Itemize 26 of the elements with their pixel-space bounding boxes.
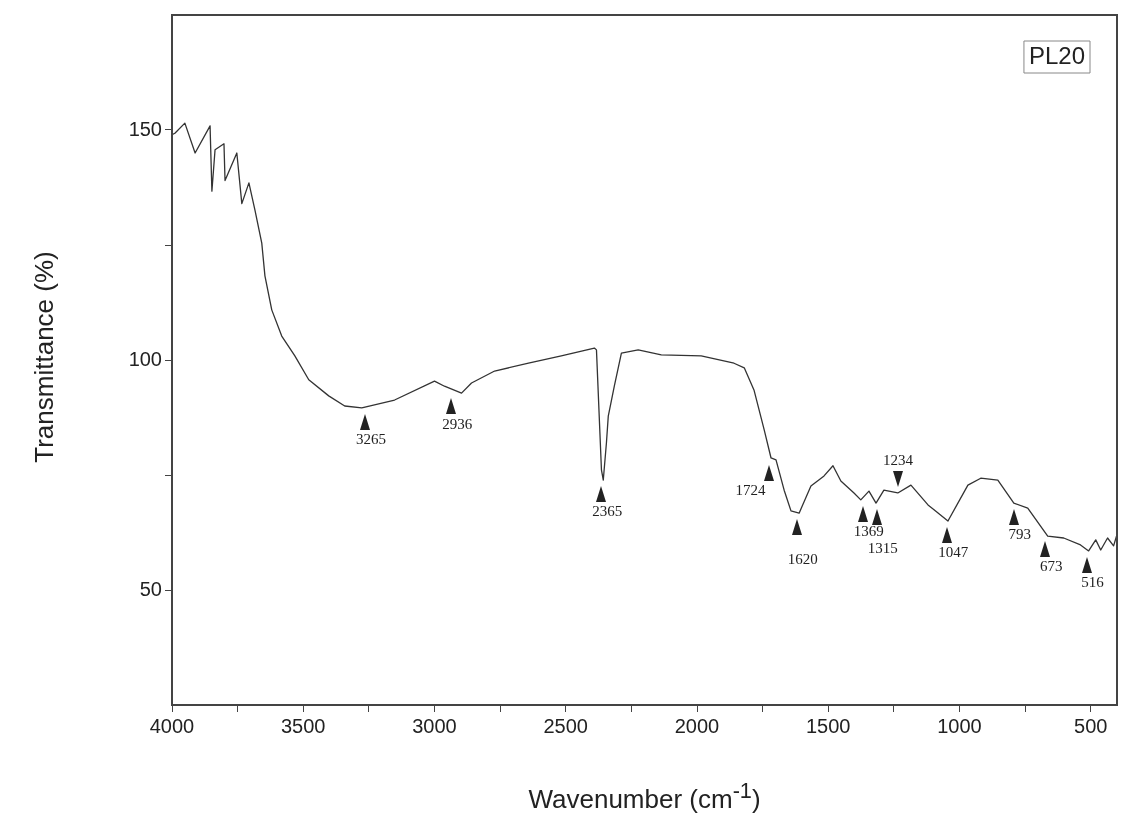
y-tick-label: 50 — [139, 577, 162, 600]
x-tick-label: 1500 — [806, 714, 851, 737]
annotation: 1315 — [867, 540, 898, 557]
annotation: 2936 — [442, 415, 473, 432]
annotation: 673 — [1040, 558, 1063, 575]
annotation: 1620 — [787, 550, 818, 567]
annotation: 516 — [1081, 574, 1105, 591]
y-axis-title: Transmittance (%) — [28, 251, 60, 463]
x-tick-label: 500 — [1074, 714, 1108, 737]
annotation: 1369 — [853, 523, 884, 540]
x-tick-label: 1000 — [937, 714, 982, 737]
annotation: 793 — [1008, 526, 1032, 543]
x-tick-label: 4000 — [149, 714, 195, 737]
annotation: 3265 — [355, 431, 386, 448]
x-tick-label: 3500 — [281, 714, 326, 737]
annotation: 1234 — [883, 451, 914, 468]
x-tick-label: 3000 — [412, 714, 457, 737]
annotation: PL20 — [1028, 41, 1086, 69]
x-tick-label: 2500 — [543, 714, 588, 737]
annotation: 2365 — [592, 503, 623, 520]
y-tick-label: 100 — [128, 347, 162, 370]
y-tick-label: 150 — [128, 117, 162, 140]
x-axis-title: Wavenumber (cm$^{-1}$) — [527, 778, 762, 815]
annotation: 1047 — [938, 544, 969, 561]
annotation: 1724 — [735, 482, 766, 499]
x-tick-label: 2000 — [674, 714, 720, 737]
